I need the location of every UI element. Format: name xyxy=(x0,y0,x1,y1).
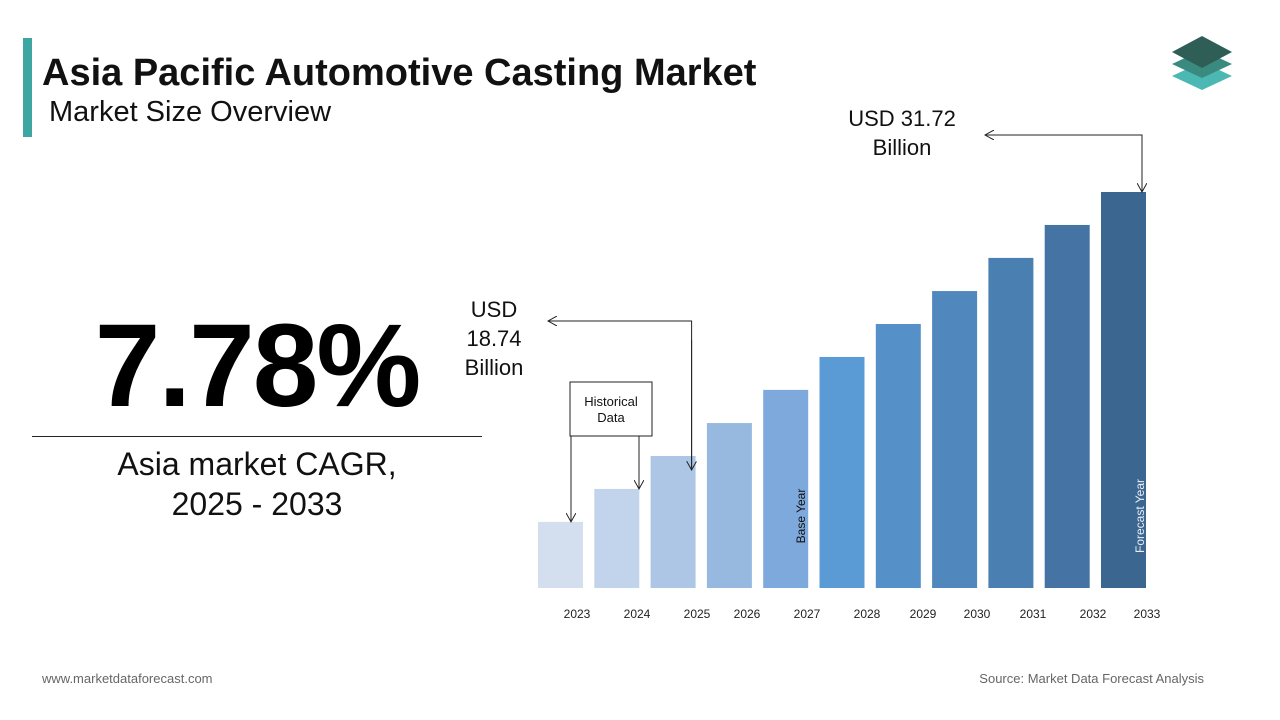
bar xyxy=(1101,192,1146,588)
x-tick-label: 2030 xyxy=(964,607,991,621)
x-tick-label: 2025 xyxy=(684,607,711,621)
x-tick-label: 2023 xyxy=(564,607,591,621)
callout-line xyxy=(548,321,693,468)
x-tick-label: 2026 xyxy=(734,607,761,621)
forecast-year-label: Forecast Year xyxy=(1133,479,1147,553)
website: www.marketdataforecast.com xyxy=(42,671,213,686)
subtitle: Market Size Overview xyxy=(49,96,332,128)
bar xyxy=(538,521,583,588)
bar xyxy=(988,257,1034,588)
cagr-label: Asia market CAGR, 2025 - 2033 xyxy=(117,446,397,522)
x-tick-label: 2029 xyxy=(910,607,937,621)
x-tick-label: 2033 xyxy=(1134,607,1161,621)
bar xyxy=(932,291,978,588)
annotation-box xyxy=(569,381,653,437)
bar xyxy=(706,423,752,588)
accent-bar xyxy=(23,38,32,137)
bar xyxy=(1044,224,1090,588)
x-tick-label: 2028 xyxy=(854,607,881,621)
bar xyxy=(594,488,640,588)
bar xyxy=(819,356,865,588)
source: Source: Market Data Forecast Analysis xyxy=(979,671,1204,686)
x-tick-label: 2027 xyxy=(794,607,821,621)
x-tick-label: 2032 xyxy=(1080,607,1107,621)
x-tick-label: 2024 xyxy=(624,607,651,621)
value-label: USD 31.72 Billion xyxy=(848,106,956,160)
historical-label: Historical Data xyxy=(584,394,638,425)
value-label: USD 18.74 Billion xyxy=(464,297,524,380)
base-year-label: Base Year xyxy=(794,489,808,544)
callout-line xyxy=(985,135,1143,188)
cagr-value: 7.78% xyxy=(94,300,422,432)
logo xyxy=(1172,36,1232,90)
divider xyxy=(32,436,482,437)
bar xyxy=(763,389,809,588)
bar xyxy=(875,324,921,588)
x-tick-label: 2031 xyxy=(1020,607,1047,621)
bar xyxy=(650,456,696,588)
title: Asia Pacific Automotive Casting Market xyxy=(42,52,757,94)
